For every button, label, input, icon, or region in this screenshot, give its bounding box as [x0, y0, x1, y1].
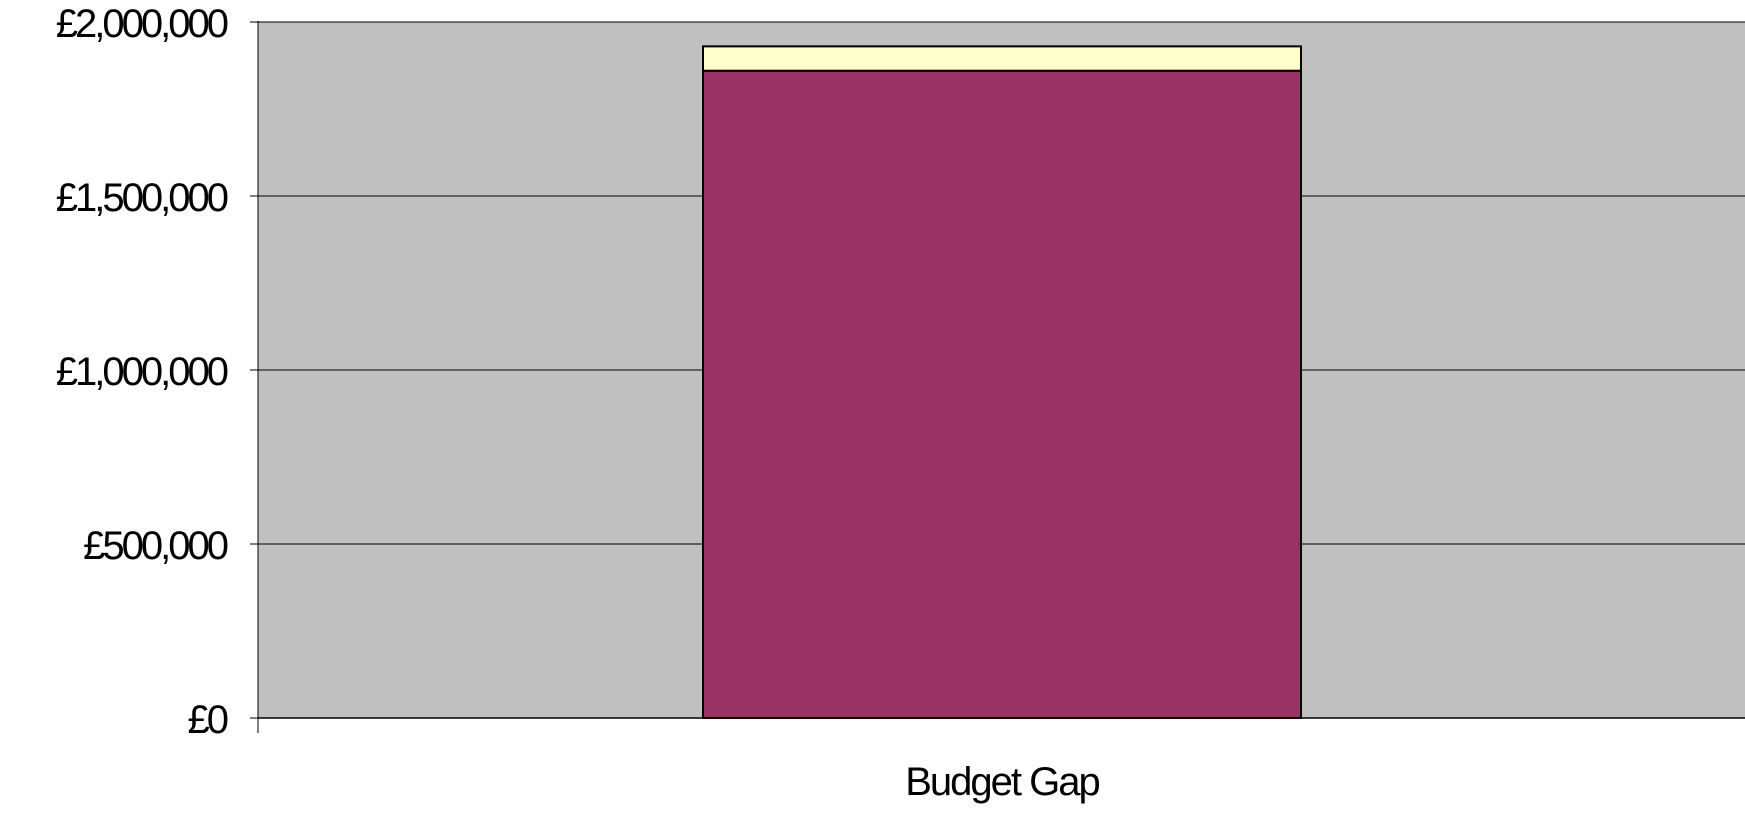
- y-tick-label: £0: [188, 698, 228, 742]
- y-tick-label: £1,000,000: [56, 350, 228, 394]
- y-tick-label: £2,000,000: [56, 2, 228, 46]
- y-tick-marks: [250, 21, 258, 719]
- y-tick-label: £500,000: [83, 524, 228, 568]
- bar-segment-2: [702, 45, 1302, 72]
- bars: [702, 45, 1302, 720]
- y-tick-labels: £0 £500,000 £1,000,000 £1,500,000 £2,000,000: [56, 2, 231, 742]
- bar-segment-1: [702, 69, 1302, 720]
- y-tick-label: £1,500,000: [56, 176, 228, 220]
- x-category-label: Budget Gap: [905, 760, 1099, 804]
- x-tick-labels: Budget Gap: [905, 760, 1101, 804]
